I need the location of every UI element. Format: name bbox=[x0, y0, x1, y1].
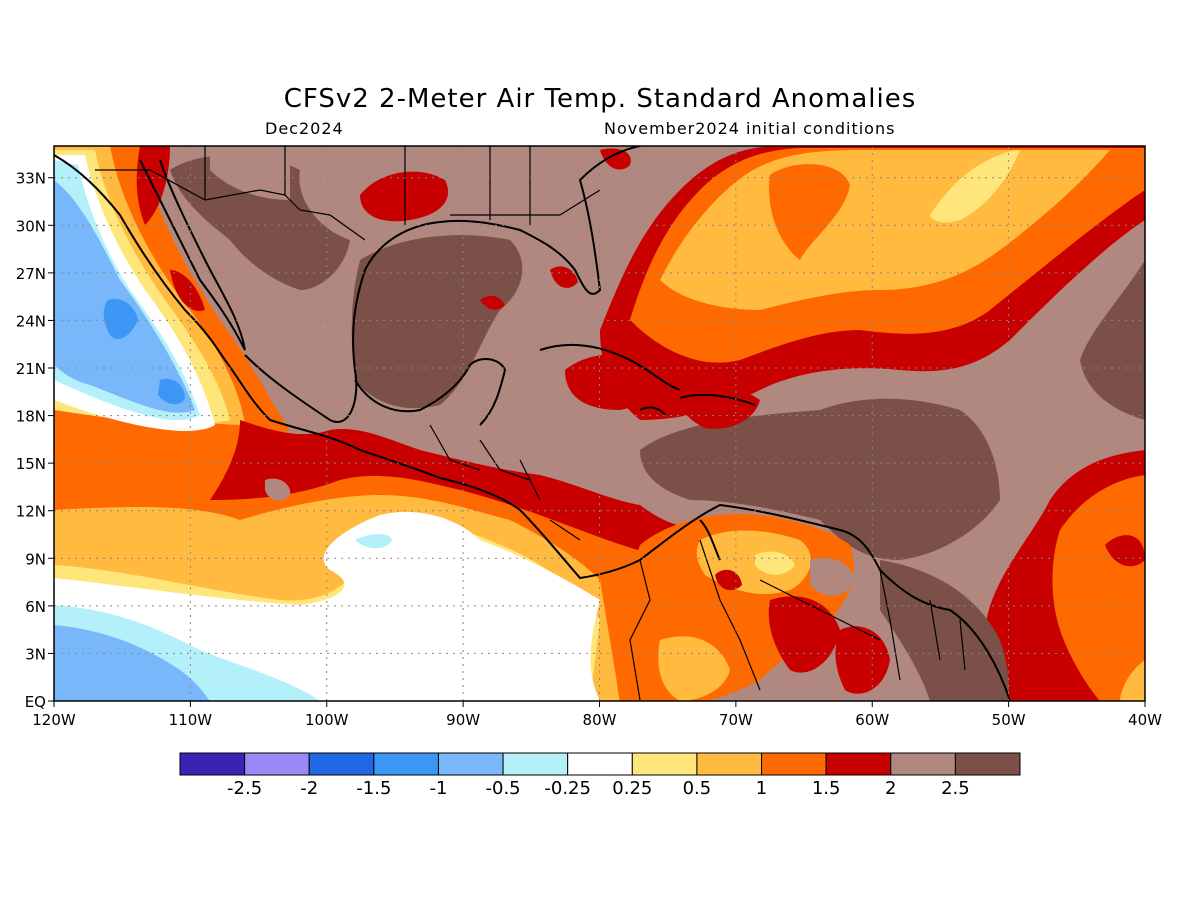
borders bbox=[95, 146, 966, 701]
colorbar: -2.5 -2 -1.5 -1 -0.5 -0.25 0.25 0.5 1 1.5 2 2.5 bbox=[179, 752, 1021, 799]
lat-tick-label: 24N bbox=[16, 312, 46, 330]
field-1-colombia bbox=[658, 636, 730, 701]
field-spot-a bbox=[265, 478, 291, 501]
lat-tick-label: 3N bbox=[25, 645, 46, 663]
lat-tick-label: 21N bbox=[16, 360, 46, 378]
field-1.5-south-atlantic bbox=[1052, 475, 1145, 701]
field-2-florida-spot bbox=[550, 266, 578, 288]
colorbar-label: -0.25 bbox=[544, 778, 591, 799]
colorbar-swatch bbox=[244, 752, 310, 776]
lon-tick-label: 80W bbox=[583, 711, 617, 729]
colorbar-label: -2.5 bbox=[227, 778, 262, 799]
lat-tick-label: 33N bbox=[16, 170, 46, 188]
field-2.5-mexico-north bbox=[170, 155, 350, 290]
lat-tick-label: 6N bbox=[25, 598, 46, 616]
colorbar-swatch bbox=[696, 752, 763, 776]
lon-tick-label: 40W bbox=[1128, 711, 1162, 729]
colorbar-label: -1.5 bbox=[356, 778, 391, 799]
field-cool-spot bbox=[355, 534, 392, 549]
colorbar-swatch bbox=[308, 752, 375, 776]
lat-tick-label: 27N bbox=[16, 265, 46, 283]
field-2-gulf-spot bbox=[480, 295, 505, 310]
field-2-gulf-california bbox=[170, 270, 205, 311]
anomaly-field bbox=[54, 146, 1145, 701]
colorbar-swatch bbox=[954, 752, 1021, 776]
lat-tick-label: 30N bbox=[16, 217, 46, 235]
colorbar-swatch bbox=[890, 752, 956, 776]
field-2-amazon bbox=[768, 596, 840, 673]
field-2-north bbox=[210, 148, 290, 200]
field-2-venezuela-east bbox=[810, 558, 855, 596]
lon-tick-label: 60W bbox=[855, 711, 889, 729]
field-2.5-atlantic-east bbox=[1080, 260, 1145, 420]
lat-tick-label: 18N bbox=[16, 408, 46, 426]
colorbar-label: 0.25 bbox=[612, 778, 652, 799]
lon-tick-label: 110W bbox=[169, 711, 213, 729]
colorbar-label: 2 bbox=[885, 778, 896, 799]
field-2-amazon-east bbox=[835, 626, 890, 694]
field-2.5-caribbean bbox=[640, 398, 1000, 560]
colorbar-swatch bbox=[373, 752, 439, 776]
colorbar-label: -2 bbox=[300, 778, 318, 799]
colorbar-swatch bbox=[502, 752, 569, 776]
colorbar-swatch bbox=[567, 752, 633, 776]
field-2-venezuela-spot bbox=[715, 569, 742, 591]
lat-tick-label: 9N bbox=[25, 550, 46, 568]
field-cooler-baja bbox=[54, 180, 195, 413]
colorbar-label: 0.5 bbox=[683, 778, 712, 799]
field-1-south-atlantic-edge bbox=[1120, 660, 1145, 701]
graticule bbox=[54, 146, 1145, 701]
field-0.5-venezuela bbox=[755, 551, 795, 575]
init-conditions-label: November2024 initial conditions bbox=[604, 119, 896, 138]
field-0.5-atlantic bbox=[930, 150, 1020, 223]
lon-tick-label: 90W bbox=[446, 711, 480, 729]
colorbar-swatch bbox=[761, 752, 827, 776]
colorbar-label: 1 bbox=[756, 778, 767, 799]
field-2-south-atlantic-spot bbox=[1105, 535, 1145, 567]
field-2-pacific-band bbox=[210, 420, 700, 560]
field-2-hispaniola bbox=[680, 388, 760, 429]
field-2.5-gulf bbox=[351, 235, 523, 409]
lon-tick-label: 120W bbox=[32, 711, 76, 729]
lat-tick-labels: EQ 3N 6N 9N 12N 15N 18N 21N 24N 27N 30N 33N bbox=[16, 170, 54, 711]
colorbar-label: -0.5 bbox=[486, 778, 521, 799]
field-cold-spot-1 bbox=[103, 298, 138, 340]
colorbar-label: 2.5 bbox=[941, 778, 970, 799]
lon-tick-label: 70W bbox=[719, 711, 753, 729]
colorbar-swatch bbox=[437, 752, 504, 776]
colorbar-swatch bbox=[631, 752, 698, 776]
field-cold-spot-2 bbox=[158, 378, 185, 405]
colorbar-swatch bbox=[179, 752, 246, 776]
colorbar-swatch bbox=[825, 752, 892, 776]
colorbar-label: 1.5 bbox=[812, 778, 841, 799]
field-cooler-south bbox=[54, 625, 210, 701]
lon-tick-labels: 120W 110W 100W 90W 80W 70W 60W 50W 40W bbox=[32, 701, 1162, 729]
map-title: CFSv2 2-Meter Air Temp. Standard Anomali… bbox=[283, 84, 917, 114]
colorbar-label: -1 bbox=[429, 778, 447, 799]
field-2-us-east bbox=[600, 148, 631, 170]
lat-tick-label: 15N bbox=[16, 455, 46, 473]
field-1.5-atlantic-spot bbox=[769, 164, 850, 260]
field-2-us-south bbox=[360, 171, 449, 222]
valid-month-label: Dec2024 bbox=[265, 119, 344, 138]
lat-tick-label: 12N bbox=[16, 503, 46, 521]
lat-tick-label: EQ bbox=[25, 693, 46, 711]
lon-tick-label: 50W bbox=[992, 711, 1026, 729]
lon-tick-label: 100W bbox=[305, 711, 349, 729]
